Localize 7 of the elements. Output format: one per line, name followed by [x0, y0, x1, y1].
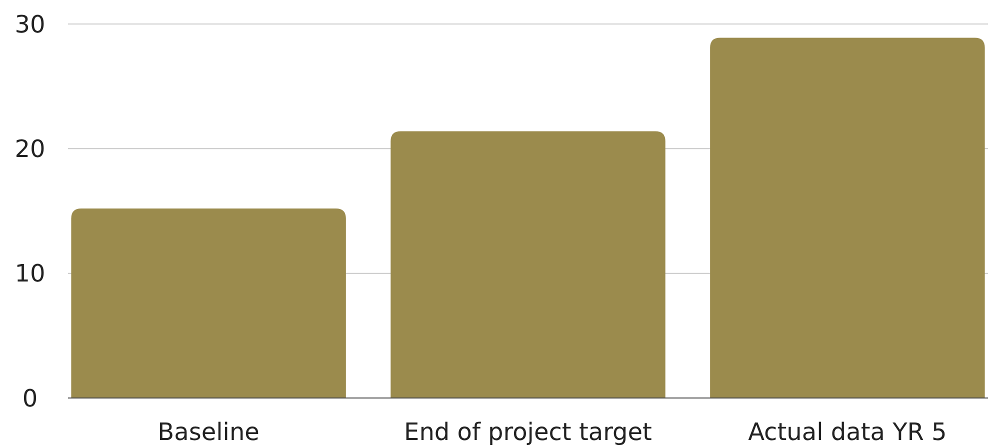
y-tick-label: 30 — [14, 10, 46, 38]
y-tick-label: 20 — [14, 135, 46, 164]
y-tick-label: 10 — [14, 260, 46, 288]
x-tick-label: Baseline — [158, 418, 260, 446]
x-tick-label: End of project target — [404, 418, 652, 446]
y-tick-label: 0 — [22, 384, 38, 412]
x-tick-label: Actual data YR 5 — [748, 418, 947, 446]
